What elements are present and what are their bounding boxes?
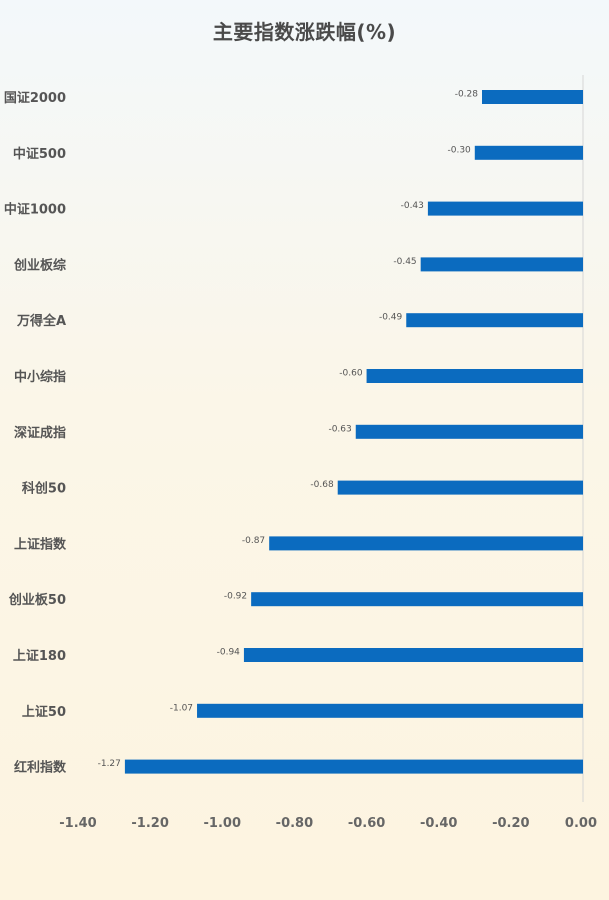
data-label: -0.28 <box>455 90 479 100</box>
bar <box>124 759 584 774</box>
x-tick-label: 0.00 <box>565 816 597 831</box>
x-tick-label: -0.40 <box>420 816 457 831</box>
data-label: -1.07 <box>170 703 193 713</box>
bar <box>474 145 583 160</box>
category-label: 中小综指 <box>14 369 66 385</box>
data-label: -0.43 <box>401 201 424 211</box>
x-tick-label: -0.60 <box>348 816 385 831</box>
data-label: -0.63 <box>328 424 351 434</box>
category-label: 创业板50 <box>8 592 66 608</box>
category-label: 中证1000 <box>4 202 66 218</box>
bar <box>269 536 583 551</box>
bar <box>251 592 583 607</box>
category-label: 创业板综 <box>13 257 66 273</box>
category-label: 上证180 <box>13 649 66 664</box>
x-tick-label: -0.20 <box>492 816 529 831</box>
bar <box>406 313 583 328</box>
category-label: 红利指数 <box>14 760 67 776</box>
bar <box>366 369 583 383</box>
bar <box>337 480 583 495</box>
bar <box>427 201 583 216</box>
category-label: 国证2000 <box>4 91 66 106</box>
bar <box>482 90 583 104</box>
category-label: 万得全A <box>16 313 66 329</box>
data-label: -0.60 <box>339 369 363 379</box>
data-label: -1.27 <box>98 759 121 769</box>
data-label: -0.68 <box>310 480 334 490</box>
data-label: -0.94 <box>217 648 241 658</box>
data-label: -0.30 <box>447 145 471 155</box>
category-label: 深证成指 <box>14 425 66 441</box>
bar <box>420 257 583 272</box>
bar <box>355 424 583 439</box>
x-tick-label: -0.80 <box>276 816 313 831</box>
bar <box>197 703 584 718</box>
bar <box>243 648 583 662</box>
data-label: -0.49 <box>379 313 403 323</box>
x-tick-label: -1.00 <box>204 816 241 831</box>
data-label: -0.87 <box>242 536 265 546</box>
category-label: 中证500 <box>13 146 66 162</box>
x-tick-label: -1.20 <box>131 816 168 831</box>
category-label: 科创50 <box>22 481 66 497</box>
data-label: -0.45 <box>393 257 416 267</box>
category-label: 上证50 <box>22 705 66 720</box>
chart-title: 主要指数涨跌幅(%) <box>212 20 397 44</box>
x-tick-label: -1.40 <box>59 816 96 831</box>
category-label: 上证指数 <box>14 536 67 552</box>
data-label: -0.92 <box>224 592 247 602</box>
